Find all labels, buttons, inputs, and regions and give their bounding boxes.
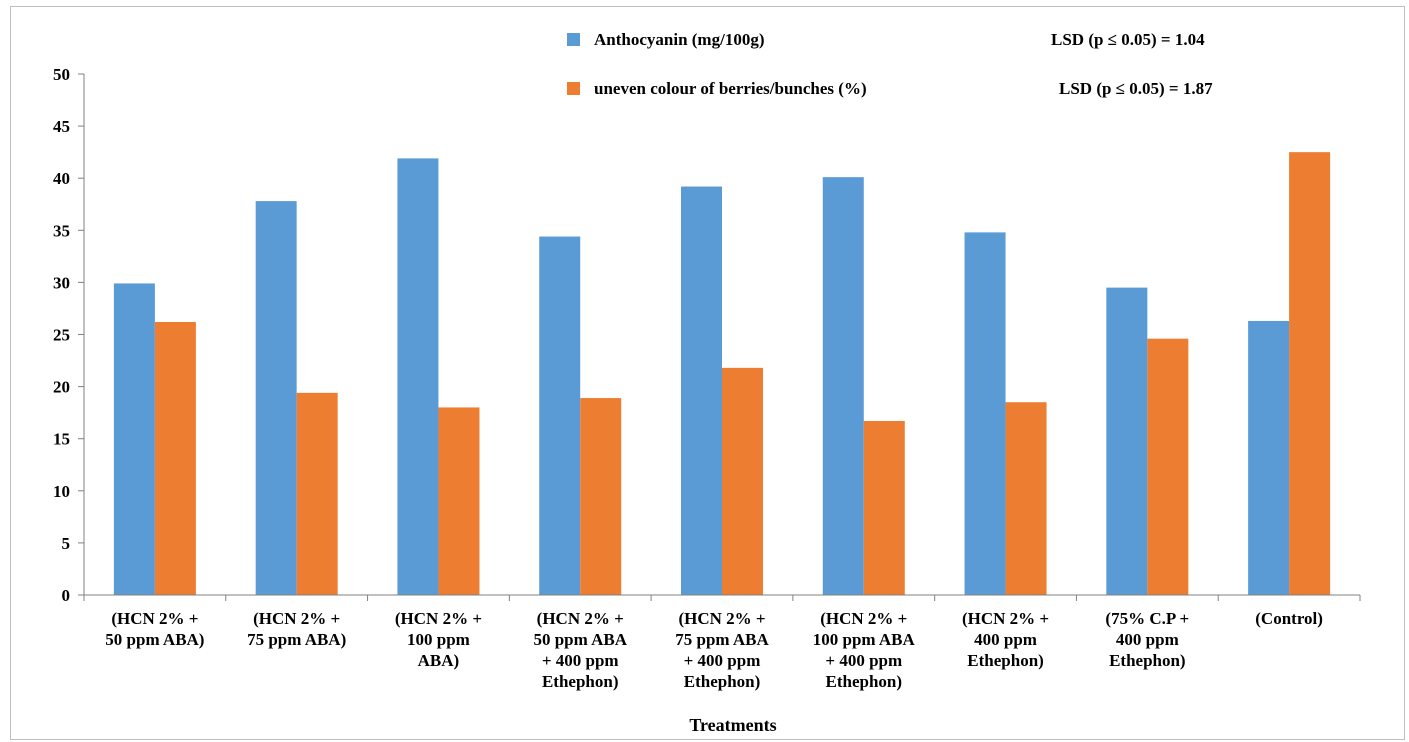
bar-uneven-colour — [296, 392, 338, 595]
y-tick-label: 10 — [53, 482, 70, 501]
bar-uneven-colour — [154, 321, 196, 595]
bar-anthocyanin — [539, 236, 581, 595]
bar-anthocyanin — [397, 158, 439, 596]
bar-anthocyanin — [681, 186, 722, 595]
y-tick-label: 25 — [53, 326, 70, 345]
y-tick-label: 0 — [62, 586, 71, 605]
bar-anthocyanin — [822, 177, 864, 595]
x-category-label: (HCN 2% +50 ppm ABA) — [105, 609, 204, 649]
y-tick-label: 15 — [53, 430, 70, 449]
y-tick-label: 20 — [53, 378, 70, 397]
x-category-label: (75% C.P +400 ppm Ethephon) — [1105, 609, 1189, 670]
x-axis-title: Treatments — [689, 715, 776, 735]
legend-lsd-label: LSD (p ≤ 0.05) = 1.87 — [1059, 79, 1213, 98]
bar-uneven-colour — [863, 420, 905, 595]
legend-label: Anthocyanin (mg/100g) — [594, 30, 764, 49]
bars — [113, 152, 1331, 596]
legend-swatch — [567, 82, 580, 95]
x-axis: (HCN 2% +50 ppm ABA) (HCN 2% +75 ppm ABA)… — [83, 594, 1361, 691]
legend-swatch — [567, 33, 580, 46]
bar-uneven-colour — [1005, 402, 1047, 595]
bar-uneven-colour — [580, 398, 622, 595]
y-tick-label: 45 — [53, 117, 70, 136]
y-tick-label: 40 — [53, 169, 70, 188]
x-category-label: (HCN 2% +100 ppm ABA + 400 ppm Ethephon) — [813, 609, 916, 691]
y-axis: 0 5 10 15 20 25 30 35 40 45 50 — [53, 65, 85, 605]
bar-uneven-colour — [722, 367, 763, 595]
bar-anthocyanin — [1248, 320, 1290, 595]
legend-lsd-label: LSD (p ≤ 0.05) = 1.04 — [1051, 30, 1205, 49]
legend: Anthocyanin (mg/100g) LSD (p ≤ 0.05) = 1.… — [567, 30, 1213, 98]
x-category-label: (HCN 2% +100 ppm ABA) — [395, 609, 482, 670]
x-category-label: (HCN 2% +50 ppm ABA + 400 ppm Ethephon) — [533, 609, 627, 691]
x-category-label: (Control) — [1255, 609, 1323, 628]
chart-frame — [10, 6, 1405, 740]
bar-uneven-colour — [438, 407, 480, 595]
bar-uneven-colour — [1289, 152, 1331, 595]
y-tick-label: 50 — [53, 65, 70, 84]
bar-uneven-colour — [1147, 338, 1189, 595]
x-category-label: (HCN 2% +75 ppm ABA) — [247, 609, 346, 649]
x-category-label: (HCN 2% +75 ppm ABA + 400 ppm Ethephon) — [675, 609, 769, 691]
bar-anthocyanin — [1106, 287, 1148, 595]
y-tick-label: 5 — [62, 534, 71, 553]
x-category-label: (HCN 2% +400 ppm Ethephon) — [962, 609, 1049, 670]
bar-anthocyanin — [113, 283, 155, 595]
legend-label: uneven colour of berries/bunches (%) — [594, 79, 867, 98]
bar-anthocyanin — [255, 201, 297, 595]
y-tick-label: 30 — [53, 273, 70, 292]
y-tick-label: 35 — [53, 221, 70, 240]
bar-anthocyanin — [964, 232, 1006, 595]
